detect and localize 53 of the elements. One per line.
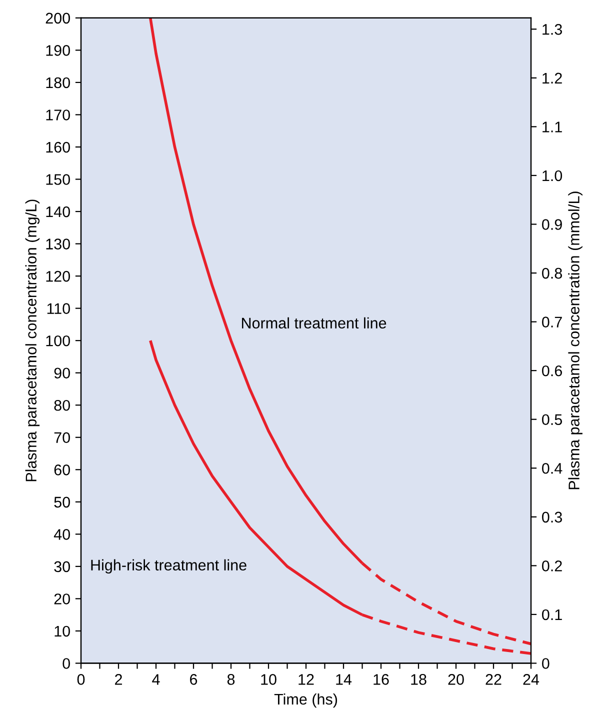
y-tick-label: 90	[54, 368, 70, 379]
y-tick-label: 100	[46, 335, 70, 346]
x-tick-label: 8	[227, 674, 235, 685]
y-tick-label: 160	[46, 142, 70, 153]
x-axis-title: Time (hs)	[274, 693, 338, 708]
x-tick-label: 18	[411, 674, 426, 685]
y-tick-label: 20	[54, 594, 70, 604]
x-tick-label: 16	[374, 674, 389, 685]
y2-tick-label: 0.1	[542, 609, 562, 620]
y2-tick-label: 1.2	[542, 72, 562, 84]
y-tick-label: 50	[54, 496, 70, 508]
x-tick-label: 20	[448, 674, 464, 685]
y-tick-label: 130	[46, 238, 70, 250]
y-axis-title: Plasma paracetamol concentration (mg/L)	[25, 200, 40, 482]
y2-tick-label: 1.3	[542, 24, 562, 35]
y-tick-label: 150	[46, 174, 70, 185]
x-tick-label: 12	[298, 674, 314, 685]
y2-tick-label: 0.8	[542, 268, 562, 279]
y2-tick-label: 1.1	[542, 122, 562, 132]
x-tick-label: 0	[77, 674, 85, 685]
y-tick-label: 110	[47, 303, 70, 314]
y2-tick-label: 0.7	[542, 316, 562, 328]
x-tick-label: 6	[190, 674, 198, 685]
y-tick-label: 30	[54, 561, 70, 572]
y2-tick-label: 0.2	[542, 560, 562, 572]
y-tick-label: 180	[46, 77, 70, 88]
y-tick-label: 70	[54, 432, 70, 444]
y-tick-label: 0	[62, 658, 70, 669]
annotation: High-risk treatment line	[91, 559, 246, 574]
y-tick-label: 190	[46, 45, 70, 56]
x-tick-label: 22	[486, 674, 502, 685]
y-tick-label: 120	[46, 270, 70, 282]
y-tick-label: 170	[46, 110, 70, 120]
x-tick-label: 2	[115, 674, 122, 685]
x-tick-label: 10	[261, 674, 276, 685]
annotation: Normal treatment line	[242, 317, 386, 329]
y2-tick-label: 0.9	[542, 219, 562, 230]
y-tick-label: 200	[46, 12, 70, 24]
y2-tick-label: 0.3	[542, 512, 562, 523]
y-tick-label: 10	[54, 626, 70, 637]
x-tick-label: 24	[523, 674, 540, 685]
y-tick-label: 140	[46, 206, 70, 218]
y2-axis-title: Plasma paracetamol concentration (mmol/L)	[568, 192, 582, 490]
y2-tick-label: 0	[542, 658, 550, 669]
y-tick-label: 80	[54, 400, 70, 411]
y2-tick-label: 0.5	[542, 414, 562, 426]
y2-tick-label: 0.4	[542, 462, 562, 474]
y2-tick-label: 0.6	[542, 365, 562, 376]
x-tick-label: 14	[336, 674, 352, 685]
y2-tick-label: 1.0	[542, 170, 562, 182]
y-tick-label: 60	[54, 464, 70, 476]
x-tick-label: 4	[152, 674, 160, 685]
y-tick-label: 40	[54, 529, 70, 540]
